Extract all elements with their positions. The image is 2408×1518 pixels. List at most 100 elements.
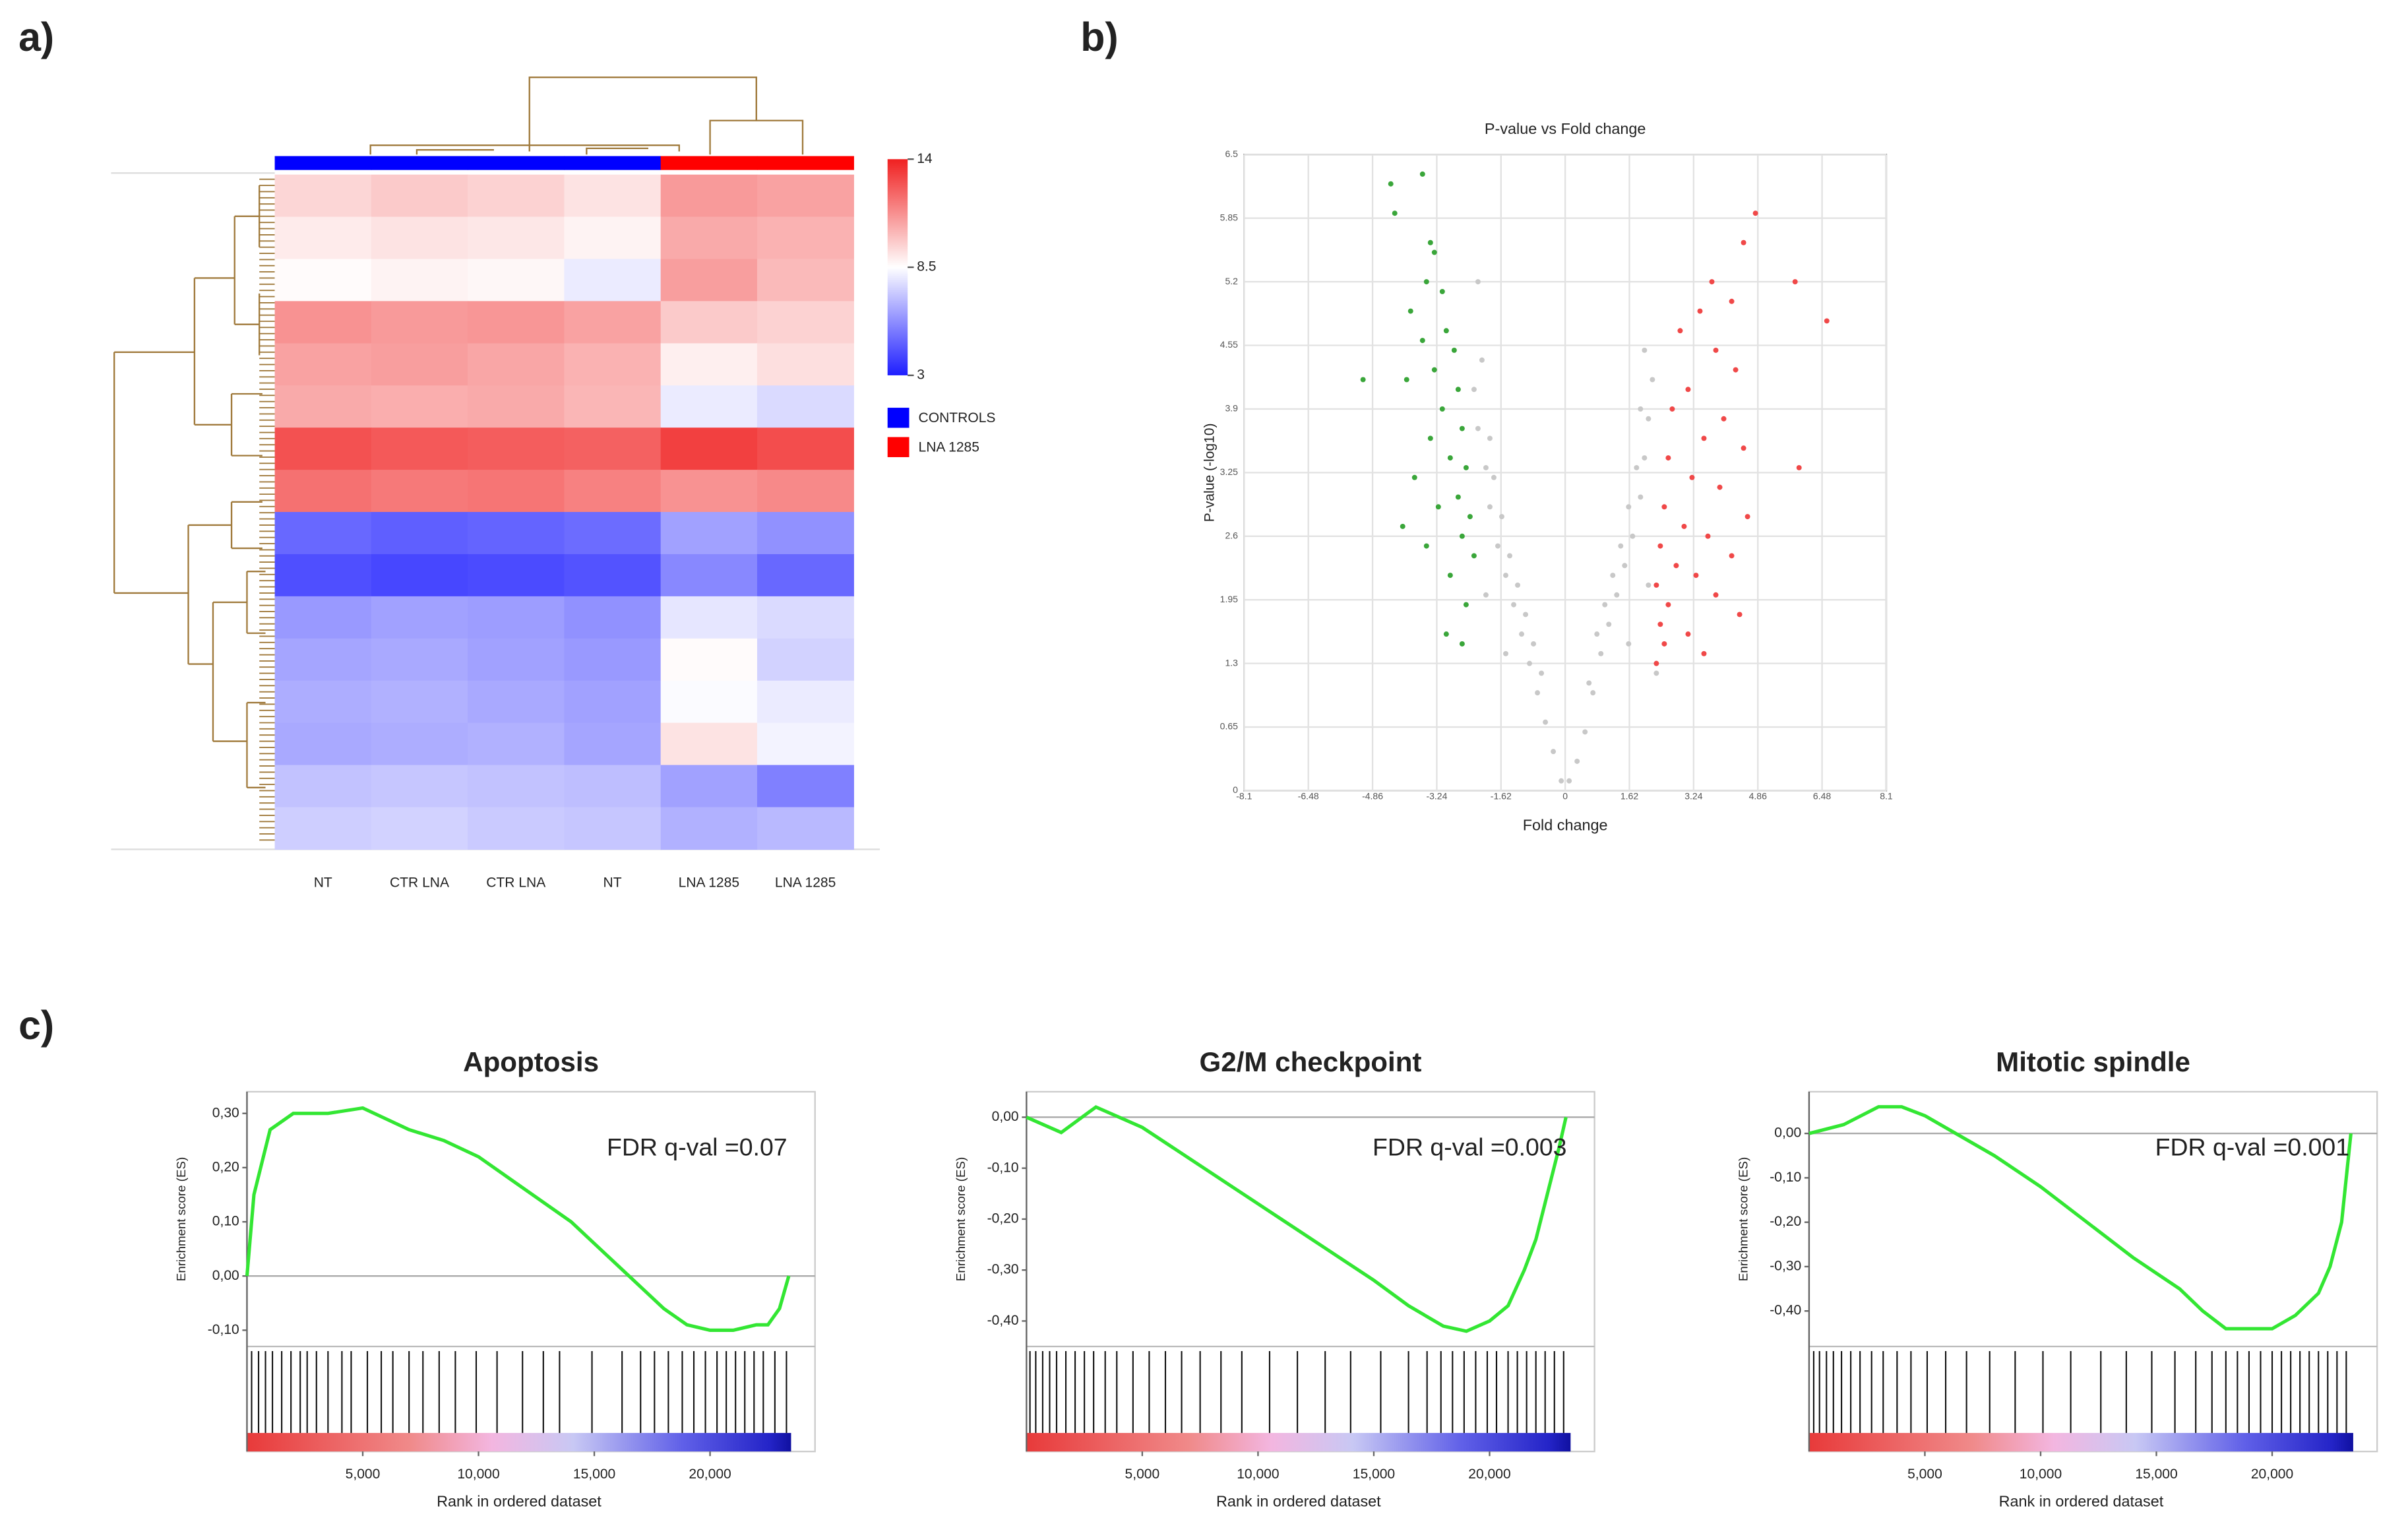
y-tick-label: 0: [1233, 784, 1238, 795]
point: [1559, 778, 1564, 784]
heatmap-cell: [274, 301, 372, 344]
point: [1657, 543, 1663, 549]
annotation: FDR q-val =0.07: [607, 1133, 787, 1160]
y-tick-label: -0,40: [1770, 1303, 1801, 1318]
heatmap-cell: [274, 427, 372, 470]
point: [1515, 582, 1521, 588]
heatmap-cell: [371, 765, 468, 808]
x-axis-label: Rank in ordered dataset: [1999, 1493, 2164, 1510]
heatmap-cell: [371, 385, 468, 428]
point: [1491, 474, 1497, 480]
heatmap-cell: [468, 470, 565, 513]
point: [1459, 641, 1465, 647]
heatmap-cell: [371, 680, 468, 724]
x-tick-label: 1.62: [1621, 791, 1639, 802]
point: [1733, 367, 1739, 373]
y-tick-label: -0,10: [1770, 1170, 1801, 1185]
heatmap-cell: [756, 427, 854, 470]
heatmap-cell: [371, 638, 468, 681]
heatmap-cell: [564, 427, 662, 470]
panel-label: b): [1080, 15, 1118, 59]
heatmap-cell: [756, 174, 854, 218]
heatmap-cell: [564, 174, 662, 218]
point: [1459, 533, 1465, 539]
heatmap-cell: [660, 427, 758, 470]
es-line: [245, 1106, 791, 1332]
point: [1669, 406, 1675, 412]
heatmap-cell: [371, 301, 468, 344]
point: [1610, 573, 1616, 579]
group-bar: [756, 156, 854, 170]
chart-title: Apoptosis: [463, 1046, 599, 1077]
x-tick-label: 15,000: [573, 1467, 615, 1482]
point: [1737, 612, 1743, 617]
y-tick-label: 5.85: [1220, 212, 1239, 222]
heatmap-cell: [756, 807, 854, 850]
point: [1657, 621, 1663, 627]
point: [1586, 680, 1592, 686]
point: [1602, 602, 1608, 608]
x-tick-label: 0: [1562, 791, 1568, 802]
point: [1792, 279, 1798, 285]
point: [1744, 514, 1750, 520]
heatmap-cell: [274, 512, 372, 555]
point: [1709, 279, 1715, 285]
point: [1447, 573, 1453, 579]
point: [1483, 592, 1489, 598]
y-axis-label: Enrichment score (ES): [1737, 1157, 1750, 1281]
point: [1634, 464, 1640, 470]
heatmap-cell: [371, 807, 468, 850]
column-label: LNA 1285: [679, 875, 739, 890]
heatmap-cell: [564, 343, 662, 386]
point: [1392, 210, 1398, 216]
point: [1431, 249, 1437, 255]
group-bar: [274, 156, 372, 170]
es-line: [1808, 1105, 2353, 1331]
point: [1650, 377, 1655, 383]
point: [1439, 406, 1445, 412]
column-label: CTR LNA: [390, 875, 449, 890]
point: [1642, 455, 1648, 461]
point: [1713, 592, 1719, 598]
point: [1598, 650, 1604, 656]
x-tick-label: 20,000: [1468, 1467, 1510, 1482]
rank-colorbar: [1808, 1433, 2353, 1452]
heatmap-cell: [371, 174, 468, 218]
column-label: NT: [603, 875, 622, 890]
x-tick-label: -8.1: [1236, 791, 1252, 802]
point: [1741, 445, 1746, 451]
point: [1503, 650, 1508, 656]
heatmap-cell: [564, 259, 662, 302]
heatmap-cell: [274, 553, 372, 597]
heatmap-cell: [468, 553, 565, 597]
heatmap-cell: [468, 385, 565, 428]
point: [1626, 504, 1632, 510]
heatmap-cell: [371, 470, 468, 513]
heatmap-cell: [660, 343, 758, 386]
y-tick-label: -0,20: [1770, 1214, 1801, 1229]
x-tick-label: 5,000: [1907, 1467, 1942, 1482]
y-tick-label: 3.9: [1225, 403, 1238, 414]
point: [1463, 602, 1469, 608]
point: [1693, 573, 1699, 579]
point: [1646, 582, 1652, 588]
heatmap-cell: [274, 259, 372, 302]
point: [1618, 543, 1624, 549]
heatmap-cell: [756, 553, 854, 597]
point: [1685, 387, 1691, 393]
heatmap-cell: [756, 680, 854, 724]
rank-colorbar: [1026, 1433, 1571, 1452]
heatmap-cell: [468, 343, 565, 386]
heatmap-cell: [274, 638, 372, 681]
dendrogram-leaves: [259, 178, 275, 841]
y-tick-label: -0,10: [208, 1322, 239, 1337]
heatmap-cell: [274, 174, 372, 218]
heatmap-cell: [756, 259, 854, 302]
x-tick-label: 5,000: [346, 1467, 381, 1482]
legend-swatch: [887, 437, 910, 457]
point: [1543, 719, 1549, 725]
heatmap-cell: [756, 638, 854, 681]
heatmap-cell: [660, 259, 758, 302]
colorbar: [887, 159, 908, 375]
point: [1388, 181, 1394, 187]
